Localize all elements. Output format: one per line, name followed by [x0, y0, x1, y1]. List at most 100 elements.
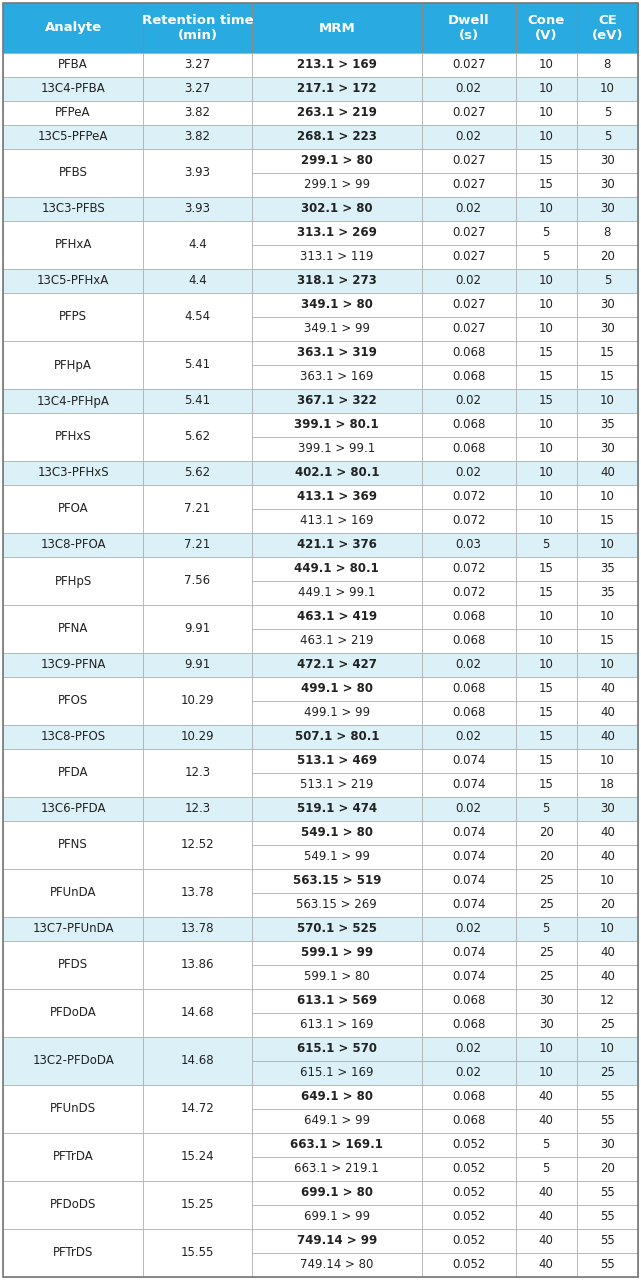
Text: 30: 30 [539, 995, 554, 1007]
Text: 3.27: 3.27 [185, 82, 211, 96]
Text: 0.02: 0.02 [456, 1042, 481, 1056]
Text: 10: 10 [600, 394, 615, 407]
Bar [422, 413, 515, 436]
Bar [577, 101, 638, 125]
Text: 7.56: 7.56 [185, 575, 211, 588]
Text: 20: 20 [538, 827, 554, 840]
Text: 15: 15 [600, 347, 615, 360]
Bar [3, 820, 143, 869]
Text: 0.074: 0.074 [452, 778, 485, 791]
Text: PFPeA: PFPeA [55, 106, 91, 119]
Bar [577, 965, 638, 989]
Bar [3, 869, 143, 916]
Bar [515, 244, 577, 269]
Text: 513.1 > 219: 513.1 > 219 [300, 778, 374, 791]
Bar [3, 1181, 143, 1229]
Text: 0.03: 0.03 [456, 539, 481, 552]
Bar [143, 413, 252, 461]
Text: 0.02: 0.02 [456, 466, 481, 480]
Text: 13C4-PFHpA: 13C4-PFHpA [37, 394, 110, 407]
Text: CE
(eV): CE (eV) [592, 14, 623, 42]
Bar [143, 485, 252, 532]
Text: 20: 20 [538, 850, 554, 864]
Bar [422, 677, 515, 701]
Bar [422, 221, 515, 244]
Text: 0.02: 0.02 [456, 923, 481, 936]
Text: 563.15 > 519: 563.15 > 519 [292, 874, 381, 887]
Bar [252, 317, 422, 340]
Bar [515, 653, 577, 677]
Bar [422, 773, 515, 797]
Text: 513.1 > 469: 513.1 > 469 [297, 754, 377, 768]
Text: 30: 30 [539, 1019, 554, 1032]
Bar [3, 3, 143, 52]
Text: 15.55: 15.55 [181, 1247, 214, 1260]
Text: 40: 40 [600, 827, 615, 840]
Text: 13C3-PFHxS: 13C3-PFHxS [37, 466, 109, 480]
Text: 10: 10 [538, 419, 554, 431]
Text: 649.1 > 99: 649.1 > 99 [304, 1115, 370, 1128]
Text: PFBA: PFBA [58, 59, 88, 72]
Bar [422, 1229, 515, 1253]
Bar [515, 197, 577, 221]
Text: 0.052: 0.052 [452, 1187, 485, 1199]
Bar [252, 581, 422, 605]
Bar [3, 653, 143, 677]
Text: 5: 5 [542, 1162, 550, 1175]
Bar [422, 941, 515, 965]
Bar [3, 52, 143, 77]
Bar [252, 1229, 422, 1253]
Bar [422, 1085, 515, 1108]
Bar [515, 293, 577, 317]
Text: 5: 5 [542, 227, 550, 239]
Bar [143, 3, 252, 52]
Bar [252, 677, 422, 701]
Text: 615.1 > 169: 615.1 > 169 [300, 1066, 374, 1079]
Text: 268.1 > 223: 268.1 > 223 [297, 131, 377, 143]
Text: 3.93: 3.93 [185, 202, 210, 215]
Text: 463.1 > 419: 463.1 > 419 [297, 611, 377, 623]
Bar [252, 340, 422, 365]
Text: 0.068: 0.068 [452, 707, 485, 719]
Text: 12.3: 12.3 [185, 767, 211, 780]
Text: 318.1 > 273: 318.1 > 273 [297, 274, 377, 288]
Text: MRM: MRM [319, 22, 355, 35]
Bar [3, 413, 143, 461]
Bar [515, 797, 577, 820]
Bar [3, 293, 143, 340]
Text: 10.29: 10.29 [181, 731, 214, 744]
Text: 10: 10 [538, 274, 554, 288]
Text: 4.4: 4.4 [188, 274, 207, 288]
Bar [252, 532, 422, 557]
Text: Retention time
(min): Retention time (min) [142, 14, 253, 42]
Text: 35: 35 [600, 562, 615, 576]
Text: 402.1 > 80.1: 402.1 > 80.1 [295, 466, 379, 480]
Text: 472.1 > 427: 472.1 > 427 [297, 658, 377, 672]
Bar [577, 628, 638, 653]
Text: 40: 40 [600, 707, 615, 719]
Text: 15: 15 [538, 586, 554, 599]
Bar [515, 1253, 577, 1277]
Bar [515, 989, 577, 1012]
Text: 12.52: 12.52 [181, 838, 214, 851]
Text: PFTrDS: PFTrDS [53, 1247, 94, 1260]
Text: 25: 25 [538, 970, 554, 983]
Bar [515, 724, 577, 749]
Text: 0.068: 0.068 [452, 1091, 485, 1103]
Text: 213.1 > 169: 213.1 > 169 [297, 59, 377, 72]
Bar [252, 893, 422, 916]
Text: 0.074: 0.074 [452, 899, 485, 911]
Text: PFHxA: PFHxA [54, 238, 92, 251]
Text: 0.052: 0.052 [452, 1138, 485, 1152]
Text: 449.1 > 99.1: 449.1 > 99.1 [298, 586, 376, 599]
Text: 3.93: 3.93 [185, 166, 210, 179]
Bar [515, 845, 577, 869]
Text: 0.02: 0.02 [456, 202, 481, 215]
Text: 25: 25 [600, 1019, 615, 1032]
Text: 25: 25 [600, 1066, 615, 1079]
Text: 0.027: 0.027 [452, 106, 485, 119]
Text: 0.02: 0.02 [456, 731, 481, 744]
Bar [422, 653, 515, 677]
Bar [515, 1204, 577, 1229]
Text: 0.052: 0.052 [452, 1211, 485, 1224]
